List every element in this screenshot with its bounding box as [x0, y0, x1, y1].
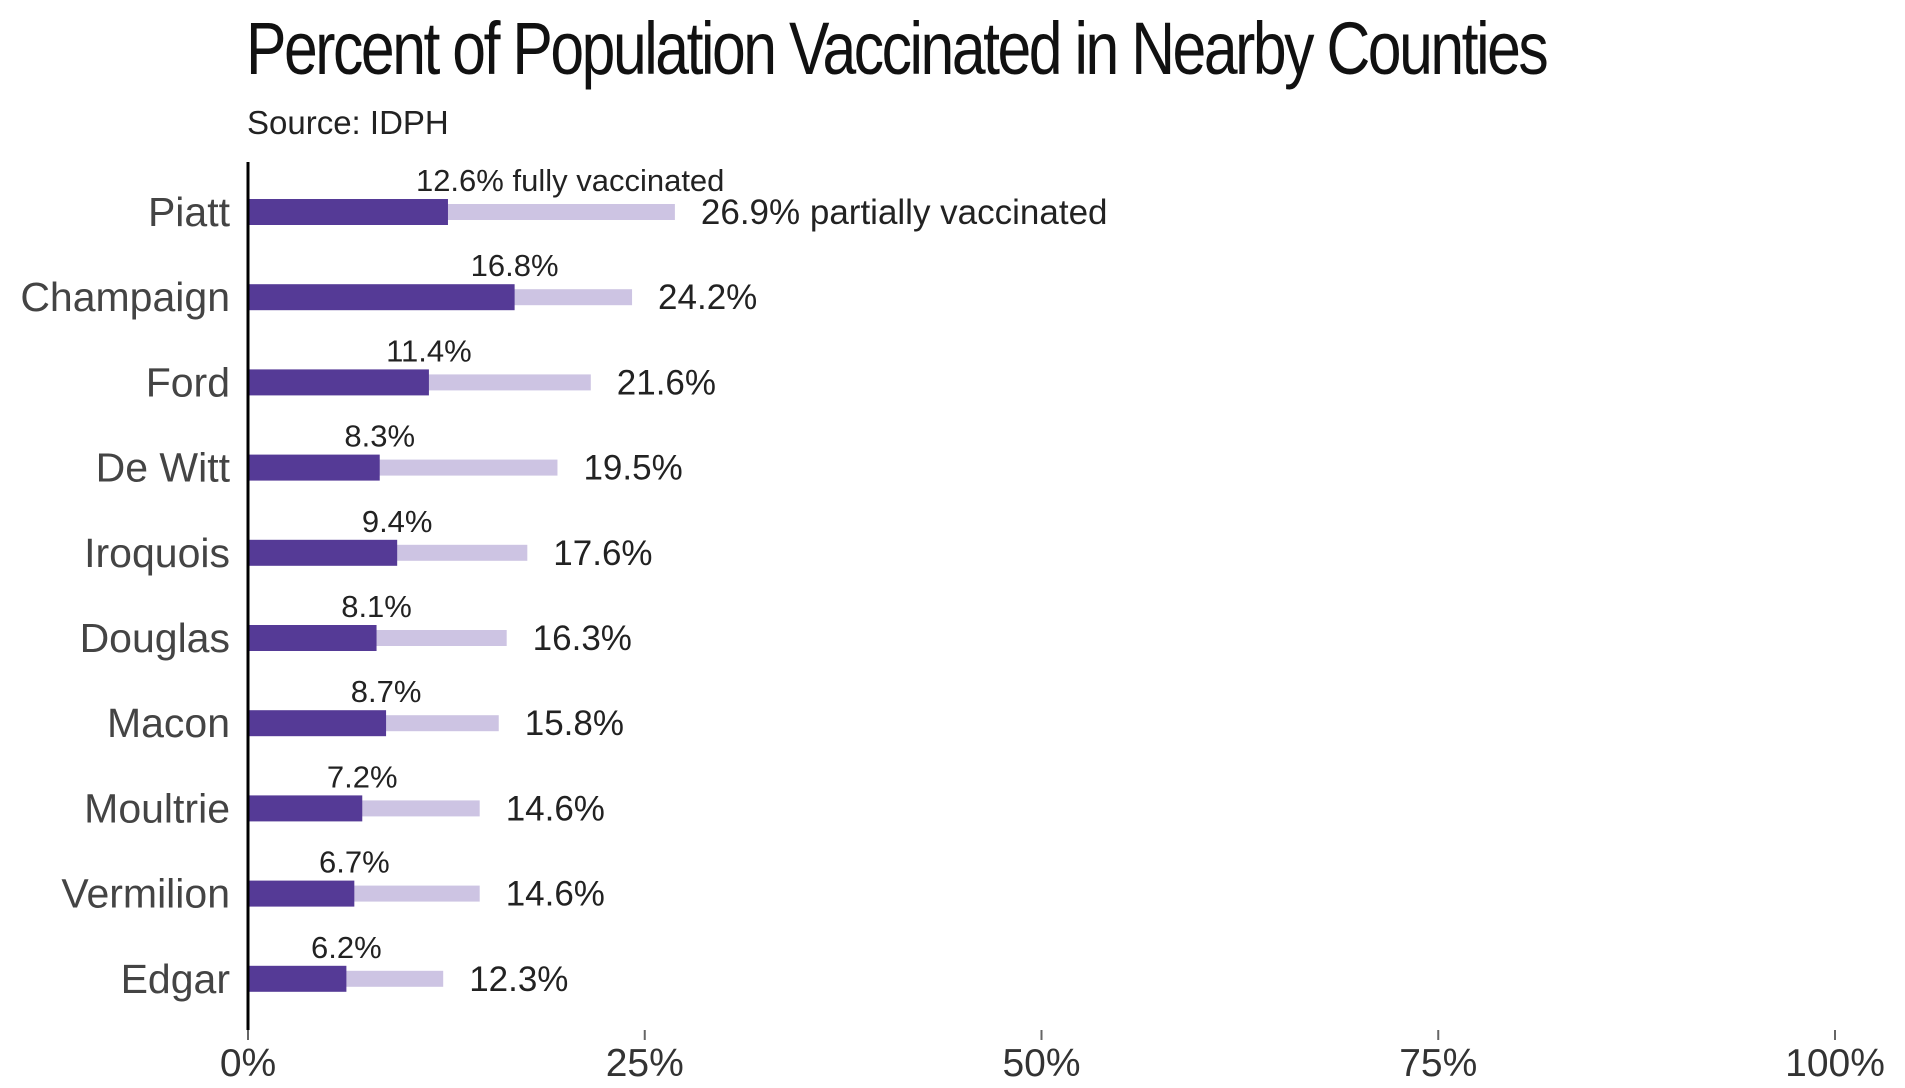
category-label: Champaign — [20, 274, 230, 320]
data-label-partially: 14.6% — [506, 789, 605, 828]
bar-fully-vaccinated — [248, 880, 355, 907]
chart-title: Percent of Population Vaccinated in Near… — [246, 7, 1549, 90]
bar-fully-vaccinated — [248, 965, 347, 992]
data-label-partially: 21.6% — [617, 363, 716, 402]
category-label: Iroquois — [84, 530, 230, 576]
bar-fully-vaccinated — [248, 539, 398, 566]
x-tick-label: 0% — [220, 1042, 276, 1085]
x-tick-label: 25% — [606, 1042, 684, 1085]
bar-fully-vaccinated — [248, 795, 363, 822]
data-label-partially: 14.6% — [506, 875, 605, 914]
data-label-partially: 16.3% — [533, 619, 632, 658]
bar-fully-vaccinated — [248, 369, 429, 396]
bar-fully-vaccinated — [248, 454, 380, 481]
data-label-fully: 12.6% fully vaccinated — [416, 163, 724, 198]
category-label: Vermilion — [61, 871, 230, 917]
x-tick-label: 100% — [1785, 1042, 1885, 1085]
data-label-partially: 12.3% — [469, 960, 568, 999]
data-label-fully: 11.4% — [386, 333, 472, 368]
data-label-fully: 6.2% — [311, 930, 382, 965]
category-label: Macon — [107, 700, 230, 746]
data-label-partially: 26.9% partially vaccinated — [701, 193, 1108, 232]
data-label-fully: 16.8% — [471, 248, 559, 283]
data-label-partially: 24.2% — [658, 278, 757, 317]
data-label-partially: 19.5% — [583, 449, 682, 488]
data-label-fully: 9.4% — [362, 504, 433, 539]
x-tick-label: 50% — [1002, 1042, 1080, 1085]
category-label: De Witt — [96, 445, 231, 491]
category-label: Moultrie — [84, 785, 230, 831]
data-label-fully: 8.3% — [344, 419, 415, 454]
chart-subtitle: Source: IDPH — [247, 104, 449, 141]
category-label: Piatt — [148, 189, 231, 235]
bar-fully-vaccinated — [248, 199, 448, 225]
x-tick-label: 75% — [1399, 1042, 1477, 1085]
bar-fully-vaccinated — [248, 625, 377, 651]
data-label-fully: 7.2% — [327, 759, 398, 794]
data-label-partially: 17.6% — [553, 534, 652, 573]
data-label-fully: 8.7% — [351, 674, 422, 709]
data-label-fully: 8.1% — [341, 589, 412, 624]
data-label-partially: 15.8% — [525, 704, 624, 743]
category-label: Douglas — [80, 615, 230, 661]
bar-fully-vaccinated — [248, 284, 515, 311]
category-label: Ford — [146, 359, 230, 405]
data-label-fully: 6.7% — [319, 845, 390, 880]
category-label: Edgar — [121, 956, 230, 1002]
bar-fully-vaccinated — [248, 710, 387, 737]
